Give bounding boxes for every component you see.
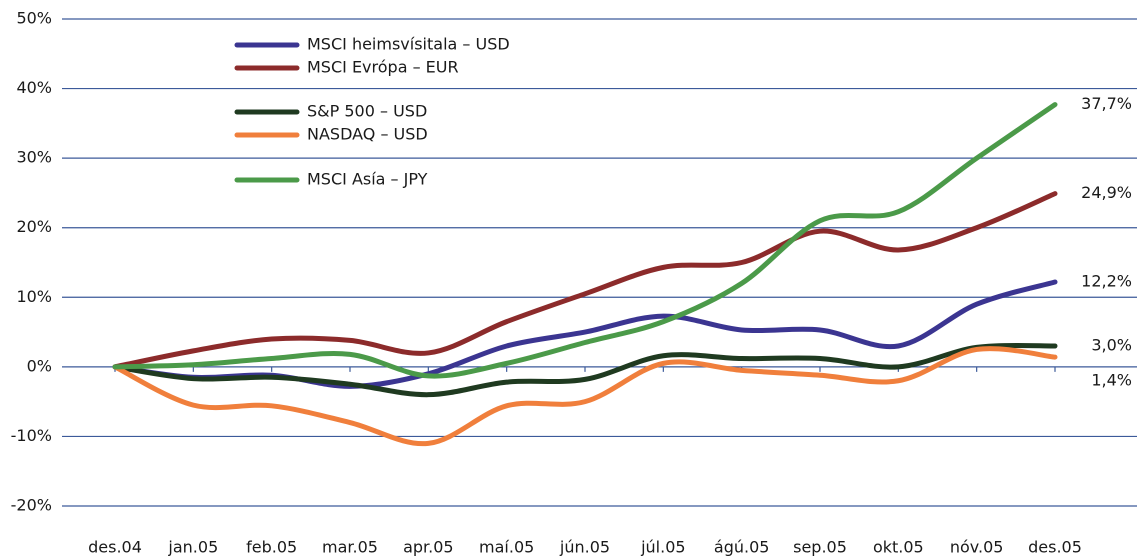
x-tick-label: jan.05	[167, 538, 218, 557]
series-line	[112, 102, 1058, 379]
y-tick-label: -20%	[11, 496, 52, 515]
value-label: 3,0%	[1091, 335, 1132, 354]
x-tick-label: sep.05	[793, 538, 847, 557]
y-tick-label: 30%	[16, 148, 52, 167]
series-line	[112, 346, 1058, 447]
x-tick-label: des.04	[88, 538, 142, 557]
value-label: 12,2%	[1081, 271, 1132, 290]
legend-label: NASDAQ – USD	[307, 125, 428, 144]
x-tick-label: feb.05	[246, 538, 297, 557]
y-tick-label: -10%	[11, 426, 52, 445]
x-tick-label: des.05	[1028, 538, 1082, 557]
value-label: 1,4%	[1091, 371, 1132, 390]
x-tick-label: jún.05	[559, 538, 610, 557]
y-tick-label: 0%	[27, 356, 52, 375]
y-tick-label: 50%	[16, 9, 52, 28]
x-tick-label: okt.05	[873, 538, 924, 557]
y-tick-label: 20%	[16, 217, 52, 236]
legend-label: S&P 500 – USD	[307, 102, 427, 121]
legend-label: MSCI Asía – JPY	[307, 170, 428, 189]
x-tick-label: nóv.05	[950, 538, 1004, 557]
x-tick-label: mar.05	[322, 538, 378, 557]
y-tick-label: 10%	[16, 287, 52, 306]
series-line	[112, 342, 1058, 398]
x-tick-label: júl.05	[640, 538, 685, 557]
legend-label: MSCI heimsvísitala – USD	[307, 35, 510, 54]
legend-label: MSCI Evrópa – EUR	[307, 58, 459, 77]
value-label: 37,7%	[1081, 94, 1132, 113]
x-tick-label: maí.05	[479, 538, 534, 557]
y-tick-label: 40%	[16, 78, 52, 97]
series-line	[112, 191, 1058, 370]
value-label: 24,9%	[1081, 183, 1132, 202]
x-tick-label: ágú.05	[714, 538, 770, 557]
x-tick-label: apr.05	[403, 538, 454, 557]
